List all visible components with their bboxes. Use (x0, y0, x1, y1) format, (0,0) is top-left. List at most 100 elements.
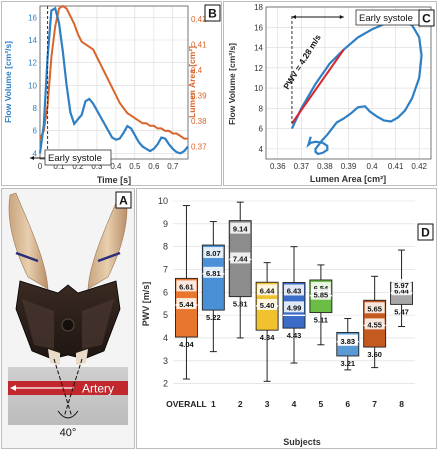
chart-d-y-tick: 9 (163, 219, 168, 229)
box-plot-3: 6.44 5.40 4.34 (255, 262, 279, 382)
panel-c-letter-box (418, 9, 435, 27)
chart-b-left-tick: 10 (28, 81, 37, 90)
box-value-label: 5.40 (260, 301, 275, 310)
box-plot-5: 6.545.85 5.11 (309, 264, 333, 346)
chart-d-y-tick: 6 (163, 287, 168, 297)
box-value-label: 4.99 (287, 303, 302, 312)
early-systole-label-box (44, 149, 112, 166)
box-value-label-bg (176, 280, 197, 292)
probe-illustration: Artery 40° A (2, 189, 134, 448)
box-value-label: 5.97 (394, 281, 409, 290)
box-value-label: 5.11 (314, 316, 328, 325)
left-probe-handle (8, 192, 49, 290)
panel-c: 0.36 0.37 0.38 0.39 0.4 0.41 0.42 4 6 8 10 12 14 16 18… (223, 1, 437, 186)
flow-volume-line (38, 6, 189, 155)
chart-c-x-axis-label: Lumen Area [cm²] (310, 174, 386, 184)
chart-c-x-tick: 0.39 (341, 162, 357, 171)
box-plot-6: 4.243.833.21 (336, 318, 360, 371)
panel-b-letter: B (208, 7, 217, 21)
chart-b-right-tick: 0.41 (191, 40, 207, 49)
box-plot-4: 6.43 4.99 4.43 (282, 246, 306, 364)
box-value-label: 4.55 (367, 320, 382, 329)
box-value-label: 3.83 (340, 337, 355, 346)
chart-b-right-tick: 0.38 (191, 117, 207, 126)
chart-d-y-tick: 2 (163, 379, 168, 389)
panel-a: Artery 40° A (1, 188, 135, 449)
chart-b-right-axis-label: Lumen Area [cm²] (187, 46, 197, 118)
chart-d-x-tick: 1 (211, 399, 216, 409)
chart-b-left-tick: 4 (33, 149, 38, 158)
box-value-label: 5.81 (233, 300, 248, 309)
box-value-label-bg (203, 266, 224, 278)
chart-c-y-tick: 12 (254, 64, 263, 73)
panel-d-letter-box (417, 223, 434, 241)
chart-d-x-tick: 6 (345, 399, 350, 409)
box-value-label: 6.54 (314, 284, 329, 293)
chart-d-x-tick: 7 (372, 399, 377, 409)
chart-b-x-tick: 0.7 (167, 162, 179, 171)
holder-screw (61, 318, 75, 332)
panel-a-letter-box (115, 191, 132, 209)
chart-d-y-tick: 3 (163, 356, 168, 366)
chart-b-x-tick: 0 (38, 162, 43, 171)
box-value-label: 4.04 (179, 340, 194, 349)
early-systole-arrowhead-right (339, 15, 344, 19)
box-value-label: 5.44 (179, 300, 194, 309)
chart-d-y-tick: 5 (163, 310, 168, 320)
box-value-label: 9.14 (233, 225, 248, 234)
box-value-label-bg (203, 247, 224, 259)
chart-c-svg: 0.36 0.37 0.38 0.39 0.4 0.41 0.42 4 6 8 10 12 14 16 18… (227, 3, 435, 184)
artery-label: Artery (82, 382, 114, 396)
chart-d-x-tick: 8 (399, 399, 404, 409)
box-value-label: 6.44 (394, 286, 409, 295)
box-value-label: 3.21 (340, 359, 355, 368)
box-value-label: 4.34 (260, 333, 275, 342)
box-value-label: 7.44 (233, 254, 248, 263)
chart-c-y-tick: 6 (259, 125, 264, 134)
chart-d-y-axis-label: PWV [m/s] (141, 282, 151, 327)
box-value-label-bg (337, 334, 358, 346)
box-plot-2: 9.14 7.44 5.81 (228, 201, 252, 339)
chart-c-y-tick: 8 (259, 104, 264, 113)
box-value-label-bg (284, 284, 304, 296)
chart-b-right-tick: 0.42 (191, 15, 207, 24)
chart-b-left-tick: 6 (33, 127, 38, 136)
box-plot-0: 6.61 5.44 4.04 (174, 205, 198, 380)
box-plot-1: 8.07 6.81 5.22 (201, 221, 225, 353)
left-probe-band (15, 251, 39, 263)
chart-d-y-tick: 7 (163, 264, 168, 274)
box-value-label: 8.07 (206, 249, 221, 258)
box-plot-7: 5.65 4.55 3.60 (363, 275, 387, 369)
chart-b-left-tick: 14 (28, 36, 37, 45)
chart-c-x-tick: 0.38 (317, 162, 333, 171)
box-plot-8: 6.445.97 5.47 (390, 249, 414, 328)
chart-b-left-tick: 8 (33, 104, 38, 113)
box-value-label-bg (230, 252, 251, 264)
early-systole-label: Early systole (48, 153, 102, 164)
box-value-label-bg (176, 298, 197, 310)
chart-d-svg: 2 3 4 5 6 7 8 9 10 OVERALL 1 2 3 4 5 6 7 8 6.61 5.44 4.04 8.… (141, 196, 434, 447)
chart-b-right-tick: 0.37 (191, 142, 207, 151)
chart-d-x-tick: 3 (265, 399, 270, 409)
chart-b-left-tick: 16 (28, 13, 37, 22)
panel-a-letter: A (119, 194, 128, 208)
chart-b-x-axis-label: Time [s] (97, 175, 131, 185)
chart-d-x-tick: OVERALL (166, 399, 207, 409)
right-probe-handle (87, 192, 128, 290)
chart-d-y-tick: 8 (163, 242, 168, 252)
artery-arrowhead (10, 385, 16, 391)
box-value-label: 6.44 (260, 286, 275, 295)
chart-b-right-tick: 0.4 (191, 66, 203, 75)
chart-b-x-tick: 0.1 (53, 162, 65, 171)
left-beam-line (53, 358, 73, 418)
tissue-layer (8, 367, 128, 425)
chart-b-svg: 0 0.1 0.2 0.3 0.4 0.5 0.6 0.7 4 6 8 10 12 14 16 0.37 0.3… (3, 4, 221, 185)
panel-d-letter: D (421, 226, 430, 240)
box-value-label: 6.81 (206, 269, 221, 278)
chart-d-x-tick: 2 (238, 399, 243, 409)
chart-c-y-tick: 14 (254, 44, 263, 53)
box-value-label-bg (310, 288, 331, 300)
box-value-label: 5.22 (206, 313, 221, 322)
box-value-label-bg (230, 222, 251, 234)
